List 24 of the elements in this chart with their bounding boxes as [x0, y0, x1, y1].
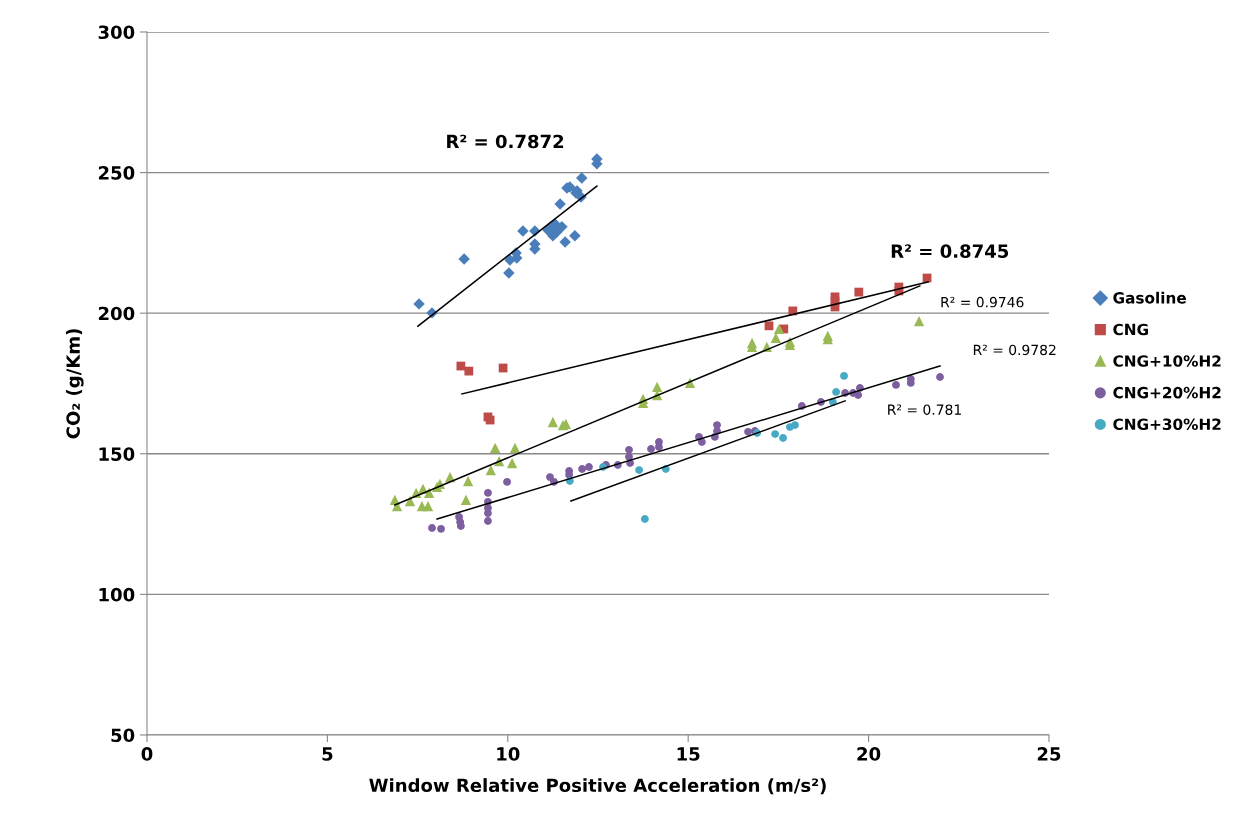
x-tick-label: 0 — [141, 747, 153, 761]
x-tick-label: 25 — [1037, 747, 1061, 761]
y-tick-label: 150 — [99, 447, 135, 461]
annotation: R² = 0.9746 — [941, 296, 1024, 308]
legend-label: Gasoline — [1113, 291, 1186, 304]
x-tick-label: 20 — [857, 747, 881, 761]
x-tick-label: 5 — [322, 747, 333, 761]
x-tick-label: 10 — [497, 747, 520, 761]
annotation: R² = 0.8745 — [891, 244, 1009, 258]
x-tick-label: 15 — [677, 747, 700, 761]
legend-label: CNG+30%H2 — [1113, 418, 1221, 430]
y-tick-label: 100 — [99, 587, 135, 602]
y-tick-label: 50 — [111, 728, 135, 743]
legend-label: CNG+20%H2 — [1113, 386, 1221, 399]
y-tick-label: 250 — [98, 166, 135, 180]
x-axis-title: Window Relative Positive Acceleration (m/s²) — [369, 778, 826, 795]
annotation: R² = 0.7872 — [447, 134, 564, 149]
legend-label: CNG — [1113, 323, 1148, 336]
annotation: R² = 0.9782 — [973, 344, 1056, 356]
y-tick-label: 200 — [98, 306, 135, 321]
legend-label: CNG+10%H2 — [1113, 355, 1221, 367]
y-tick-label: 300 — [98, 25, 135, 40]
y-axis-title: CO₂ (g/Km) — [66, 329, 84, 439]
annotation: R² = 0.781 — [888, 404, 961, 415]
